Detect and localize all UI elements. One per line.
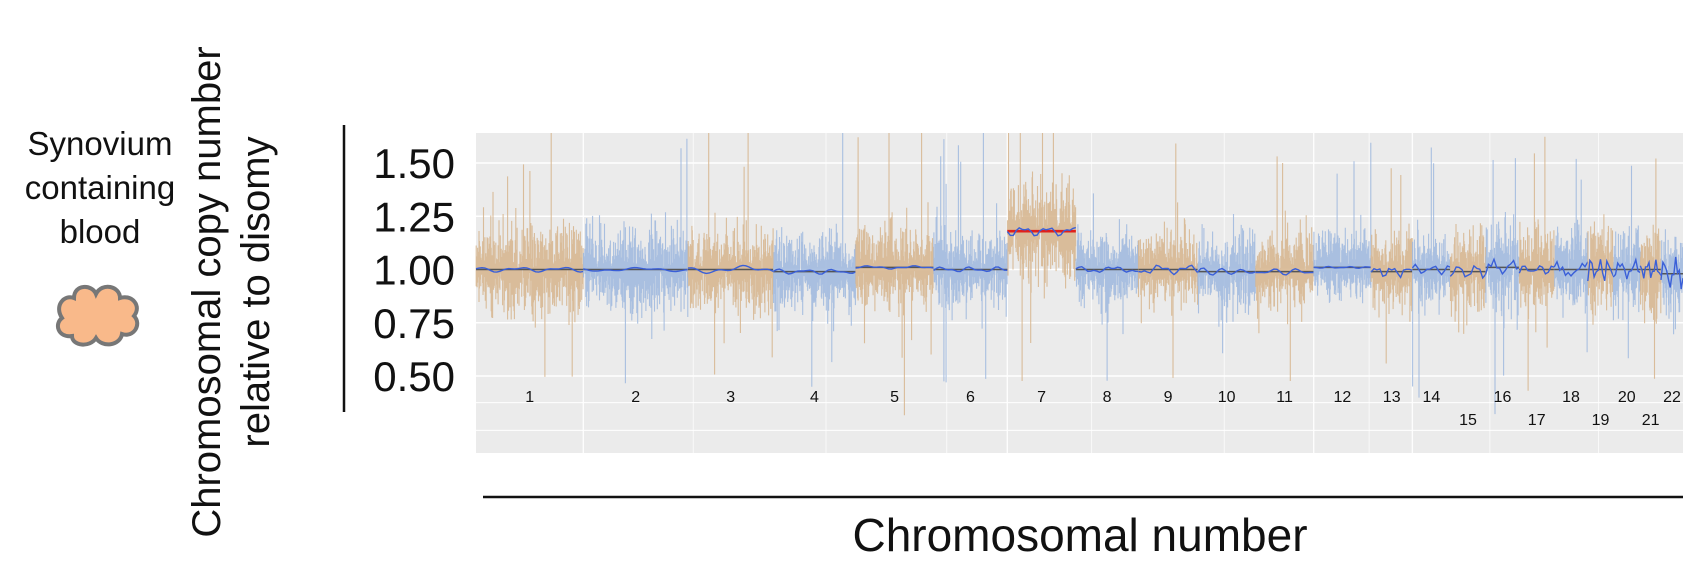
sample-label: Synovium containing blood xyxy=(0,122,200,254)
chromosome-22-track xyxy=(1660,229,1683,335)
chromosome-1-smooth xyxy=(475,266,584,273)
chromosome-label-1: 1 xyxy=(525,389,534,406)
chromosome-8-smooth xyxy=(1075,265,1139,273)
chromosome-12-smooth xyxy=(1313,265,1372,270)
chromosome-21-track xyxy=(1639,158,1662,379)
chromosome-label-19: 19 xyxy=(1592,412,1610,429)
chromosome-label-4: 4 xyxy=(810,389,819,406)
chromosome-14-signal xyxy=(1412,147,1451,398)
y-tick-label: 1.00 xyxy=(373,247,455,294)
chromosome-16-track xyxy=(1484,158,1520,415)
chromosome-label-22: 22 xyxy=(1663,389,1681,406)
sample-label-line-1: Synovium xyxy=(27,125,173,162)
chromosome-17-smooth xyxy=(1518,265,1555,275)
y-tick-label: 1.50 xyxy=(373,140,455,187)
chromosome-label-7: 7 xyxy=(1037,389,1046,406)
chromosome-label-9: 9 xyxy=(1164,389,1173,406)
chromosome-5-track xyxy=(855,133,934,416)
chromosome-2-smooth xyxy=(583,266,689,273)
y-tick-labels: 1.50 1.25 1.00 0.75 0.50 xyxy=(373,140,455,400)
chromosome-label-12: 12 xyxy=(1333,389,1351,406)
chromosome-11-track xyxy=(1255,156,1315,381)
chromosome-label-20: 20 xyxy=(1618,389,1636,406)
chromosome-7-smooth xyxy=(1006,226,1076,237)
chromosome-18-smooth xyxy=(1553,260,1589,277)
chromosome-13-track xyxy=(1370,168,1413,364)
chromosome-19-track xyxy=(1587,214,1614,325)
chromosome-3-smooth xyxy=(687,264,774,275)
chromosome-2-track xyxy=(582,138,689,384)
chromosome-label-17: 17 xyxy=(1528,412,1546,429)
chromosome-label-11: 11 xyxy=(1276,389,1293,406)
chromosome-4-track xyxy=(772,133,856,387)
chromosome-15-smooth xyxy=(1449,264,1487,280)
chromosome-12-signal xyxy=(1313,142,1372,304)
chromosome-13-smooth xyxy=(1370,267,1413,279)
y-tick-label: 1.25 xyxy=(373,193,455,240)
x-axis-title: Chromosomal number xyxy=(852,509,1308,561)
chromosome-5-signal xyxy=(855,133,934,416)
chromosome-9-smooth xyxy=(1138,264,1199,276)
chromosome-22-smooth xyxy=(1660,256,1683,290)
chromosome-label-18: 18 xyxy=(1562,389,1580,406)
y-tick-label: 0.75 xyxy=(373,300,455,347)
chromosome-3-track xyxy=(687,133,774,375)
chromosome-label-2: 2 xyxy=(631,389,640,406)
chromosome-4-smooth xyxy=(772,268,856,275)
chromosome-6-smooth xyxy=(933,266,1008,273)
chromosome-20-track xyxy=(1612,165,1641,359)
chromosome-11-signal xyxy=(1255,156,1315,381)
chromosome-6-track xyxy=(933,133,1008,383)
chromosome-label-21: 21 xyxy=(1642,412,1660,429)
chromosome-label-3: 3 xyxy=(726,389,735,406)
chromosome-label-13: 13 xyxy=(1383,389,1401,406)
chromosome-10-smooth xyxy=(1197,267,1256,276)
chromosome-19-signal xyxy=(1587,214,1614,325)
chromosome-15-track xyxy=(1449,223,1487,334)
chromosome-1-track xyxy=(475,133,584,377)
sample-label-line-3: blood xyxy=(59,213,141,250)
sample-label-line-2: containing xyxy=(24,169,176,206)
chromosome-label-6: 6 xyxy=(966,389,975,406)
chromosome-17-track xyxy=(1518,136,1555,391)
chromosome-label-14: 14 xyxy=(1422,389,1440,406)
chromosome-12-track xyxy=(1313,142,1372,304)
data-tracks xyxy=(475,133,1683,416)
chromosome-label-10: 10 xyxy=(1218,389,1236,406)
chromosome-label-5: 5 xyxy=(890,389,899,406)
chromosome-14-smooth xyxy=(1411,263,1451,276)
chromosome-7-track xyxy=(1006,133,1077,381)
chromosome-label-16: 16 xyxy=(1494,389,1512,406)
chromosome-8-track xyxy=(1075,193,1139,381)
chromosome-18-track xyxy=(1553,158,1589,353)
chromosome-9-track xyxy=(1137,143,1199,378)
chromosome-21-smooth xyxy=(1639,259,1662,279)
chromosome-14-track xyxy=(1411,147,1451,398)
chromosome-16-smooth xyxy=(1484,257,1520,276)
cell-clump-icon xyxy=(55,284,140,347)
chromosome-3-signal xyxy=(687,133,774,375)
chromosome-5-smooth xyxy=(855,265,934,270)
chromosome-19-smooth xyxy=(1587,258,1614,282)
chromosome-16-signal xyxy=(1485,158,1520,415)
y-tick-label: 0.50 xyxy=(373,353,455,400)
chromosome-10-track xyxy=(1197,214,1256,354)
chromosome-20-signal xyxy=(1612,165,1641,359)
chromosome-label-15: 15 xyxy=(1459,412,1477,429)
chromosome-11-smooth xyxy=(1255,268,1314,276)
chromosome-20-smooth xyxy=(1612,257,1641,280)
chromosome-label-8: 8 xyxy=(1103,389,1112,406)
